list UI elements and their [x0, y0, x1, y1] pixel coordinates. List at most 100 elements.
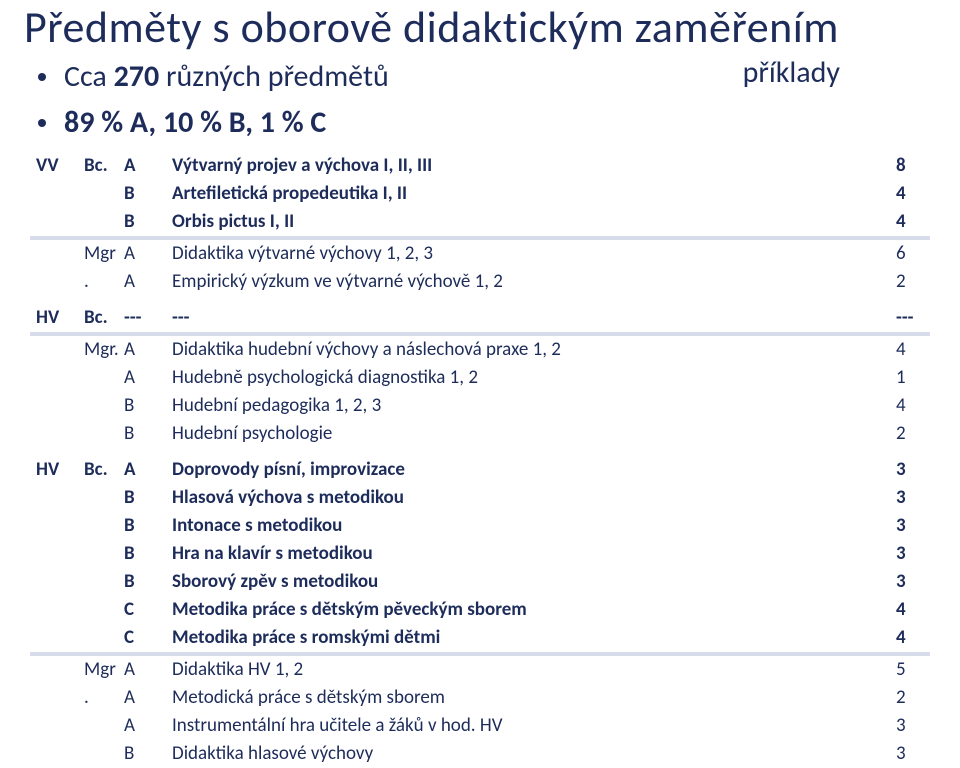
col-subject: Sborový zpěv s metodikou	[166, 568, 890, 596]
subtitle-area: příklady Cca 270 různých předmětů 89 % A…	[30, 56, 930, 152]
col-domain	[30, 740, 78, 768]
table-row: BHudební pedagogika 1, 2, 34	[30, 392, 930, 420]
col-category: C	[118, 624, 166, 652]
table-row: HVBc.---------	[30, 304, 930, 332]
col-subject: Empirický výzkum ve výtvarné výchově 1, …	[166, 268, 890, 296]
col-domain	[30, 540, 78, 568]
col-subject: Didaktika hudební výchovy a náslechová p…	[166, 336, 890, 364]
table-row: BIntonace s metodikou3	[30, 512, 930, 540]
col-category: B	[118, 392, 166, 420]
table-row: BHlasová výchova s metodikou3	[30, 484, 930, 512]
col-category: B	[118, 180, 166, 208]
col-domain	[30, 420, 78, 448]
col-subject: Hudební pedagogika 1, 2, 3	[166, 392, 890, 420]
table-row: BArtefiletická propedeutika I, II4	[30, 180, 930, 208]
col-degree	[78, 624, 118, 652]
col-domain	[30, 512, 78, 540]
table-row: VVBc.AVýtvarný projev a výchova I, II, I…	[30, 152, 930, 180]
col-subject: Metodika práce s dětským pěveckým sborem	[166, 596, 890, 624]
col-category: C	[118, 596, 166, 624]
col-domain	[30, 712, 78, 740]
col-credits: 1	[890, 364, 930, 392]
col-subject: Intonace s metodikou	[166, 512, 890, 540]
bullet-list: Cca 270 různých předmětů 89 % A, 10 % B,…	[38, 54, 389, 146]
col-credits: 2	[890, 268, 930, 296]
col-domain	[30, 484, 78, 512]
table-row: .AMetodická práce s dětským sborem2	[30, 684, 930, 712]
col-degree	[78, 392, 118, 420]
bullet-2: 89 % A, 10 % B, 1 % C	[38, 100, 389, 146]
col-subject: Hra na klavír s metodikou	[166, 540, 890, 568]
col-domain	[30, 392, 78, 420]
col-degree	[78, 568, 118, 596]
table-row: MgrADidaktika HV 1, 25	[30, 656, 930, 684]
col-degree: Mgr	[78, 240, 118, 268]
col-degree: Bc.	[78, 304, 118, 332]
col-category: B	[118, 540, 166, 568]
data-table: HVBc.ADoprovody písní, improvizace3BHlas…	[30, 456, 930, 768]
col-subject: Metodická práce s dětským sborem	[166, 684, 890, 712]
col-degree	[78, 540, 118, 568]
col-category: B	[118, 512, 166, 540]
col-credits: 5	[890, 656, 930, 684]
col-domain: VV	[30, 152, 78, 180]
table-row: Mgr.ADidaktika hudební výchovy a náslech…	[30, 336, 930, 364]
col-credits: 2	[890, 684, 930, 712]
col-credits: 3	[890, 484, 930, 512]
col-subject: Instrumentální hra učitele a žáků v hod.…	[166, 712, 890, 740]
bullet-1-bold: 270	[114, 58, 160, 95]
col-category: A	[118, 684, 166, 712]
slide: Předměty s oborově didaktickým zaměřením…	[0, 0, 960, 741]
col-degree	[78, 596, 118, 624]
col-domain	[30, 684, 78, 712]
col-degree: Mgr.	[78, 336, 118, 364]
col-degree	[78, 208, 118, 236]
col-credits: 4	[890, 596, 930, 624]
page-title: Předměty s oborově didaktickým zaměřením	[24, 0, 930, 54]
col-subject: Orbis pictus I, II	[166, 208, 890, 236]
bullet-1: Cca 270 různých předmětů	[38, 54, 389, 100]
col-domain	[30, 568, 78, 596]
col-credits: 8	[890, 152, 930, 180]
col-subject: Artefiletická propedeutika I, II	[166, 180, 890, 208]
col-credits: 3	[890, 456, 930, 484]
table-row: MgrADidaktika výtvarné výchovy 1, 2, 36	[30, 240, 930, 268]
col-subject: Didaktika výtvarné výchovy 1, 2, 3	[166, 240, 890, 268]
col-subject: Doprovody písní, improvizace	[166, 456, 890, 484]
col-credits: 6	[890, 240, 930, 268]
col-credits: 3	[890, 568, 930, 596]
col-category: B	[118, 484, 166, 512]
col-category: B	[118, 420, 166, 448]
bullet-1-text: Cca 270 různých předmětů	[64, 54, 389, 100]
bullet-1-prefix: Cca	[64, 58, 114, 95]
col-credits: ---	[890, 304, 930, 332]
col-subject: Výtvarný projev a výchova I, II, III	[166, 152, 890, 180]
col-subject: Hlasová výchova s metodikou	[166, 484, 890, 512]
col-domain	[30, 268, 78, 296]
table-row: .AEmpirický výzkum ve výtvarné výchově 1…	[30, 268, 930, 296]
col-domain	[30, 596, 78, 624]
col-category: A	[118, 152, 166, 180]
col-credits: 4	[890, 336, 930, 364]
example-label: příklady	[743, 54, 840, 91]
col-degree: Mgr	[78, 656, 118, 684]
col-degree	[78, 484, 118, 512]
col-domain: HV	[30, 456, 78, 484]
col-credits: 3	[890, 512, 930, 540]
col-subject: Didaktika hlasové výchovy	[166, 740, 890, 768]
col-degree: .	[78, 268, 118, 296]
table-row: BOrbis pictus I, II4	[30, 208, 930, 236]
col-degree: Bc.	[78, 456, 118, 484]
col-degree	[78, 364, 118, 392]
col-subject: Didaktika HV 1, 2	[166, 656, 890, 684]
col-degree	[78, 512, 118, 540]
col-domain	[30, 624, 78, 652]
table-row: CMetodika práce s dětským pěveckým sbore…	[30, 596, 930, 624]
col-category: A	[118, 240, 166, 268]
col-degree	[78, 740, 118, 768]
col-degree	[78, 420, 118, 448]
col-credits: 4	[890, 208, 930, 236]
col-subject: Hudební psychologie	[166, 420, 890, 448]
bullet-dot-icon	[38, 73, 46, 81]
table-row: BDidaktika hlasové výchovy3	[30, 740, 930, 768]
